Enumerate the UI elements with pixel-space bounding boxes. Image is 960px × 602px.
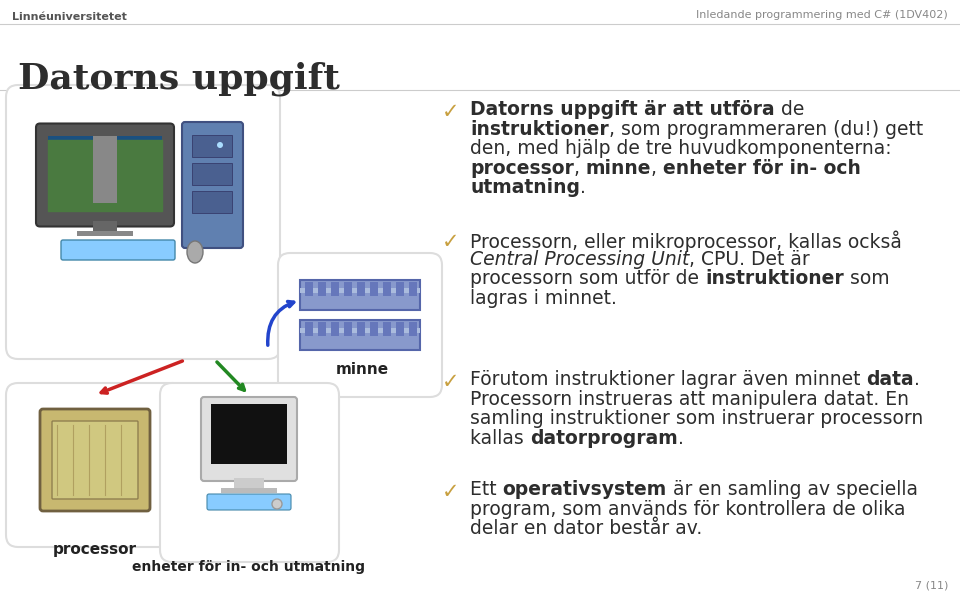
Bar [383, 282, 391, 296]
Text: är en samling av speciella: är en samling av speciella [667, 480, 918, 499]
Text: operativsystem: operativsystem [503, 480, 667, 499]
Text: ✓: ✓ [442, 232, 460, 252]
Text: samling instruktioner som instruerar processorn: samling instruktioner som instruerar pro… [470, 409, 924, 428]
Bar [192, 163, 232, 185]
Text: program, som används för kontrollera de olika: program, som används för kontrollera de … [470, 500, 905, 518]
Text: , som programmeraren (du!) gett: , som programmeraren (du!) gett [609, 120, 923, 138]
Bar [396, 282, 404, 296]
Bar [344, 322, 352, 336]
Text: processor: processor [470, 159, 574, 178]
Text: delar en dator består av.: delar en dator består av. [470, 519, 703, 538]
Text: datorprogram: datorprogram [530, 429, 678, 448]
FancyBboxPatch shape [278, 253, 442, 397]
Bar [409, 282, 417, 296]
Bar [318, 282, 326, 296]
Text: .: . [914, 370, 920, 389]
Bar [357, 282, 365, 296]
Bar [305, 322, 313, 336]
Text: data: data [867, 370, 914, 389]
Bar [383, 322, 391, 336]
Bar [318, 322, 326, 336]
FancyBboxPatch shape [182, 122, 243, 248]
Text: .: . [678, 429, 684, 448]
Bar [93, 220, 117, 231]
Text: , CPU. Det är: , CPU. Det är [689, 250, 810, 268]
Text: Inledande programmering med C# (1DV402): Inledande programmering med C# (1DV402) [696, 10, 948, 20]
Bar [344, 282, 352, 296]
Text: ✓: ✓ [442, 372, 460, 392]
Text: ,: , [652, 159, 663, 178]
Circle shape [217, 142, 223, 148]
Text: Processorn, eller mikroprocessor, kallas också: Processorn, eller mikroprocessor, kallas… [470, 230, 901, 252]
Text: kallas: kallas [470, 429, 530, 448]
Text: de: de [775, 100, 804, 119]
Bar [300, 328, 420, 333]
Bar [396, 322, 404, 336]
Bar [192, 191, 232, 213]
FancyBboxPatch shape [6, 383, 185, 547]
Text: processorn som utför de: processorn som utför de [470, 269, 705, 288]
Bar [370, 282, 378, 296]
Text: 7 (11): 7 (11) [915, 580, 948, 590]
FancyBboxPatch shape [201, 397, 297, 481]
Text: enheter för in- och utmatning: enheter för in- och utmatning [132, 560, 366, 574]
FancyBboxPatch shape [6, 85, 280, 359]
Ellipse shape [187, 241, 203, 263]
Bar [300, 280, 420, 310]
Text: ,: , [574, 159, 586, 178]
Text: Processorn instrueras att manipulera datat. En: Processorn instrueras att manipulera dat… [470, 389, 909, 409]
Bar [192, 135, 232, 157]
Text: Datorns uppgift: Datorns uppgift [18, 62, 340, 96]
Text: den, med hjälp de tre huvudkomponenterna:: den, med hjälp de tre huvudkomponenterna… [470, 139, 892, 158]
Text: minne: minne [335, 362, 389, 377]
Bar [331, 282, 339, 296]
FancyBboxPatch shape [40, 409, 150, 511]
FancyBboxPatch shape [160, 383, 339, 562]
Bar [300, 320, 420, 350]
Text: instruktioner: instruktioner [705, 269, 844, 288]
Text: ✓: ✓ [442, 482, 460, 502]
Text: processor: processor [53, 542, 137, 557]
Text: ✓: ✓ [442, 102, 460, 122]
Text: Datorns uppgift är att utföra: Datorns uppgift är att utföra [470, 100, 775, 119]
Circle shape [272, 499, 282, 509]
Text: Central Processing Unit: Central Processing Unit [470, 250, 689, 268]
Bar [211, 404, 287, 464]
Text: som: som [844, 269, 889, 288]
Text: Linnéuniversitetet: Linnéuniversitetet [12, 12, 127, 22]
Bar [300, 288, 420, 293]
FancyBboxPatch shape [61, 240, 175, 260]
Bar [331, 322, 339, 336]
Bar [77, 231, 133, 235]
Bar [305, 282, 313, 296]
Text: lagras i minnet.: lagras i minnet. [470, 289, 617, 308]
Bar [234, 478, 264, 490]
Bar [48, 135, 162, 211]
Bar [370, 322, 378, 336]
FancyBboxPatch shape [36, 123, 174, 226]
FancyBboxPatch shape [52, 421, 138, 499]
Text: enheter för in- och: enheter för in- och [663, 159, 861, 178]
Text: .: . [580, 178, 586, 197]
Text: utmatning: utmatning [470, 178, 580, 197]
Bar [357, 322, 365, 336]
Text: minne: minne [586, 159, 652, 178]
Bar [409, 322, 417, 336]
FancyBboxPatch shape [207, 494, 291, 510]
Text: Ett: Ett [470, 480, 503, 499]
Text: instruktioner: instruktioner [470, 120, 609, 138]
Text: Förutom instruktioner lagrar även minnet: Förutom instruktioner lagrar även minnet [470, 370, 867, 389]
Bar [93, 135, 117, 202]
Bar [221, 488, 277, 493]
